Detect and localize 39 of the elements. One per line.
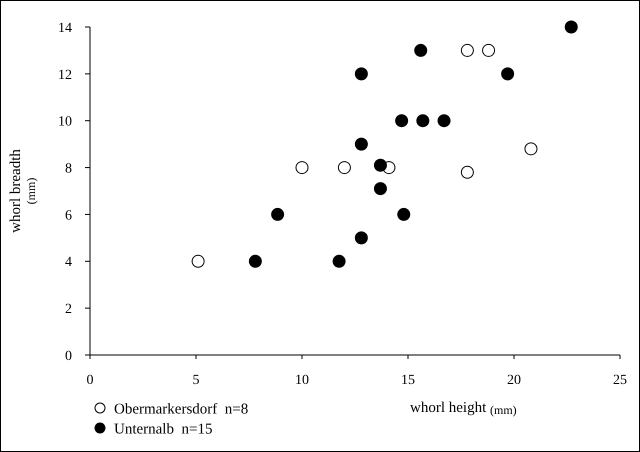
y-tick-label: 8 bbox=[65, 161, 72, 176]
point bbox=[460, 44, 474, 57]
y-tick-label: 2 bbox=[65, 302, 72, 318]
y-tick-label: 12 bbox=[58, 68, 72, 83]
point bbox=[354, 231, 368, 244]
point bbox=[438, 114, 451, 128]
point bbox=[338, 161, 351, 174]
point bbox=[354, 67, 368, 80]
point bbox=[374, 158, 387, 172]
y-tick-label: 0 bbox=[65, 348, 72, 364]
point bbox=[296, 161, 308, 174]
y-tick-label: 10 bbox=[58, 114, 72, 130]
legend-label: Unternalb n=15 bbox=[114, 421, 212, 438]
point bbox=[501, 67, 514, 80]
point bbox=[460, 166, 474, 179]
point bbox=[395, 114, 408, 128]
point bbox=[332, 254, 346, 268]
x-tick-label: 0 bbox=[86, 373, 94, 388]
point bbox=[271, 208, 284, 221]
legend-label: Obermarkersdorf n=8 bbox=[114, 401, 248, 418]
point bbox=[374, 182, 387, 196]
point bbox=[192, 254, 205, 268]
x-tick-label: 5 bbox=[192, 373, 200, 388]
point bbox=[248, 254, 262, 268]
x-tick-label: 25 bbox=[613, 373, 627, 388]
point bbox=[482, 44, 496, 57]
y-tick-label: 14 bbox=[58, 20, 72, 36]
point bbox=[564, 20, 578, 34]
point bbox=[414, 44, 428, 57]
y-tick-label: 4 bbox=[65, 255, 72, 270]
point bbox=[524, 142, 538, 156]
point bbox=[397, 208, 410, 221]
point bbox=[354, 138, 368, 151]
x-axis-title: whorl height $_{(mm)}$ bbox=[410, 400, 517, 417]
y-tick-label: 6 bbox=[65, 208, 72, 224]
x-tick-label: 10 bbox=[295, 373, 309, 388]
x-tick-label: 15 bbox=[401, 373, 415, 388]
point bbox=[416, 114, 430, 128]
x-tick-label: 20 bbox=[507, 373, 521, 388]
